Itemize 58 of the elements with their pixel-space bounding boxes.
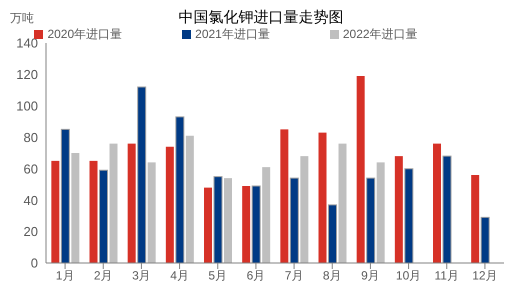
bar: [290, 178, 299, 263]
bar: [328, 204, 338, 263]
y-tick-label: 60: [24, 161, 38, 176]
bar: [110, 144, 118, 263]
y-tick-label: 20: [24, 224, 38, 240]
bar: [442, 156, 452, 263]
bar: [480, 216, 490, 263]
bar: [366, 178, 376, 263]
bar: [224, 178, 232, 263]
bar: [300, 156, 308, 263]
x-tick-label: 4月: [170, 268, 189, 283]
bar: [252, 186, 261, 263]
chart-title: 中国氯化钾进口量走势图: [178, 9, 344, 26]
x-tick-label: 12月: [472, 268, 498, 283]
bar: [166, 146, 174, 263]
y-axis-title: 万吨: [10, 10, 34, 27]
bar: [175, 116, 184, 263]
bar: [128, 144, 136, 263]
bar: [394, 156, 403, 263]
x-tick-label: 6月: [246, 268, 266, 283]
bar: [214, 176, 223, 263]
x-tick-label: 2月: [94, 268, 113, 283]
bar: [60, 128, 70, 263]
y-tick-label: 120: [16, 67, 38, 82]
bar: [433, 144, 442, 263]
legend-label: 2020年进口量: [47, 27, 122, 41]
bar: [471, 175, 480, 263]
x-tick-label: 5月: [208, 268, 228, 283]
y-tick-label: 40: [24, 192, 38, 208]
bar: [148, 162, 156, 263]
y-tick-label: 0: [30, 256, 38, 271]
bar: [376, 162, 385, 263]
bar: [186, 136, 194, 263]
bar: [90, 160, 98, 263]
bar: [280, 129, 288, 263]
y-tick-label: 100: [16, 98, 38, 114]
y-tick-label: 140: [16, 36, 38, 51]
legend-label: 2021年进口量: [195, 27, 270, 41]
x-tick-label: 9月: [361, 268, 380, 283]
x-tick-label: 3月: [132, 268, 151, 283]
bar: [318, 132, 327, 263]
bar: [338, 144, 347, 263]
bar: [356, 76, 365, 263]
bar: [51, 160, 60, 263]
bar: [204, 188, 212, 263]
x-tick-label: 10月: [396, 268, 422, 283]
bar: [404, 168, 414, 263]
y-tick-label: 80: [24, 130, 38, 145]
x-tick-label: 1月: [56, 268, 74, 283]
bar: [71, 153, 80, 263]
bar: [137, 86, 146, 263]
bar: [242, 186, 250, 263]
x-tick-label: 7月: [284, 268, 304, 283]
x-tick-label: 8月: [322, 268, 342, 283]
legend-label: 2022年进口量: [342, 27, 418, 41]
bar: [99, 170, 108, 263]
x-tick-label: 11月: [434, 268, 459, 283]
bar: [262, 167, 270, 263]
